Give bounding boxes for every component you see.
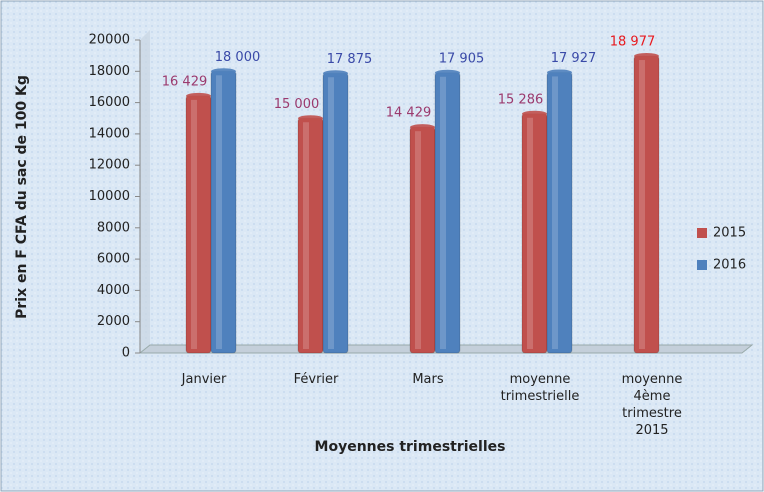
- x-tick-label: Février: [293, 372, 339, 387]
- x-tick-label: moyenne 4ème trimestre 2015: [621, 372, 683, 438]
- bar-shine: [440, 76, 446, 350]
- y-tick-label: 18000: [89, 64, 130, 79]
- y-tick-label: 20000: [89, 33, 130, 48]
- y-tick-label: 14000: [89, 126, 130, 141]
- legend-label: 2016: [713, 258, 746, 273]
- value-label: 18 977: [610, 35, 656, 50]
- bar-cap: [323, 70, 348, 77]
- y-tick-label: 12000: [89, 158, 130, 173]
- bar-cap: [211, 68, 236, 75]
- bar-cap: [435, 69, 460, 76]
- bar: [322, 72, 349, 354]
- value-label: 15 000: [274, 97, 320, 112]
- y-tick-label: 6000: [97, 252, 130, 267]
- bar-shine: [303, 122, 309, 349]
- bar-cap: [634, 53, 659, 60]
- legend-label: 2015: [713, 226, 746, 241]
- bar-cap: [410, 124, 435, 131]
- bar-shine: [191, 99, 197, 350]
- x-tick-label: Janvier: [181, 372, 227, 387]
- bar-cap: [298, 115, 323, 122]
- y-tick-label: 16000: [89, 95, 130, 110]
- bar-shine: [639, 60, 645, 349]
- legend-swatch: [697, 260, 707, 270]
- value-label: 17 905: [439, 51, 485, 66]
- legend-swatch: [697, 228, 707, 238]
- value-label: 16 429: [162, 74, 208, 89]
- y-axis-label: Prix en F CFA du sac de 100 Kg: [14, 75, 30, 319]
- y-tick-label: 4000: [97, 283, 130, 298]
- x-tick-label: Mars: [412, 372, 444, 387]
- bar: [546, 71, 573, 354]
- value-label: 15 286: [498, 92, 544, 107]
- y-tick-label: 0: [122, 346, 130, 361]
- bar-shine: [328, 77, 334, 349]
- value-label: 17 927: [551, 51, 597, 66]
- value-label: 14 429: [386, 106, 432, 121]
- bar: [185, 95, 212, 354]
- bar: [434, 72, 461, 354]
- bar: [297, 117, 324, 354]
- bar-shine: [216, 75, 222, 350]
- value-label: 18 000: [215, 50, 261, 65]
- bar-cap: [547, 69, 572, 76]
- bar: [633, 55, 660, 354]
- bar-cap: [186, 92, 211, 99]
- bar-shine: [552, 76, 558, 350]
- bar-shine: [527, 117, 533, 349]
- back-wall: [140, 30, 150, 353]
- y-tick-label: 10000: [89, 189, 130, 204]
- y-tick-label: 2000: [97, 314, 130, 329]
- bar-cap: [522, 110, 547, 117]
- value-label: 17 875: [327, 52, 373, 67]
- bar-shine: [415, 131, 421, 349]
- bar: [409, 126, 436, 354]
- bar: [210, 70, 237, 354]
- bar: [521, 113, 548, 354]
- y-tick-label: 8000: [97, 220, 130, 235]
- x-tick-label: moyenne trimestrielle: [500, 372, 580, 404]
- x-axis-label: Moyennes trimestrielles: [315, 439, 506, 455]
